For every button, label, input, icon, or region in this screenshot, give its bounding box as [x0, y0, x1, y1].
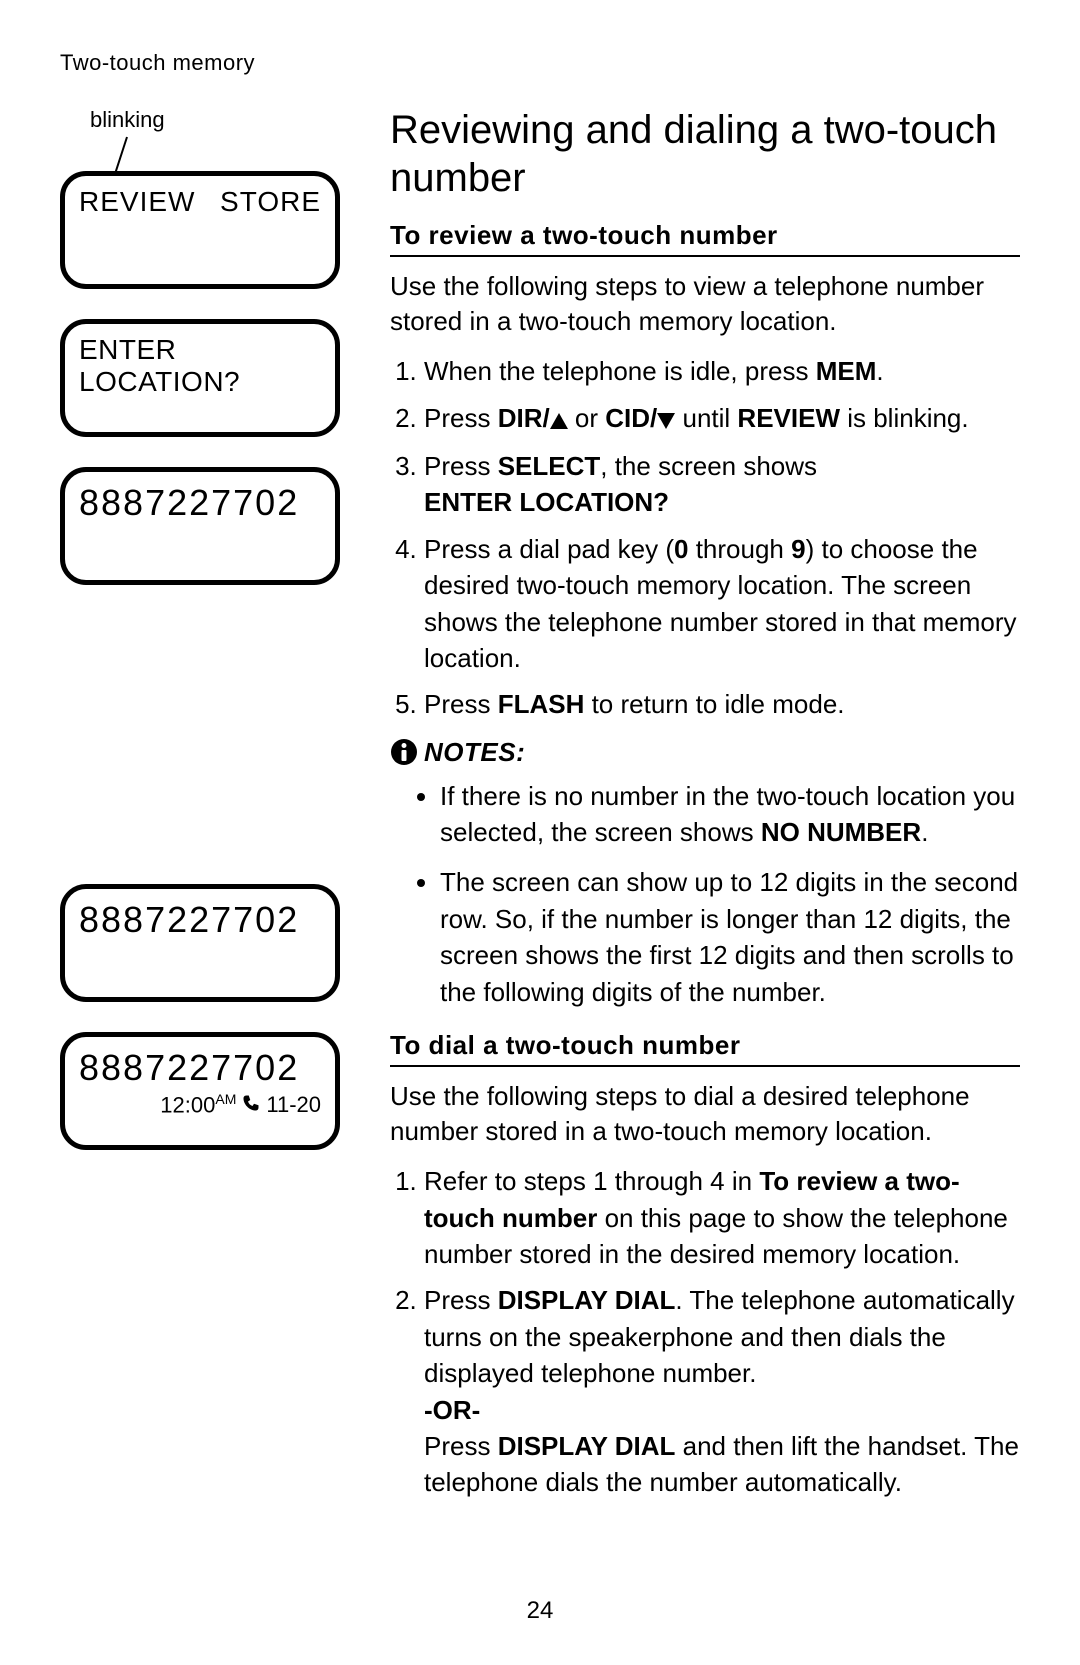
lcd-number-1: 8887227702 — [60, 467, 340, 585]
s1-step-3: Press SELECT, the screen shows ENTER LOC… — [424, 448, 1020, 521]
lcd-store-text: STORE — [220, 186, 321, 218]
lcd-review-text: REVIEW — [79, 186, 195, 218]
s1-step-1: When the telephone is idle, press MEM. — [424, 353, 1020, 389]
section1-heading: To review a two-touch number — [390, 220, 1020, 257]
lcd-number-with-time: 8887227702 12:00AM 11-20 — [60, 1032, 340, 1150]
section2-heading: To dial a two-touch number — [390, 1030, 1020, 1067]
blinking-annotation: blinking REVIEW STORE — [60, 171, 360, 289]
lcd-review-store: REVIEW STORE — [60, 171, 340, 289]
s1-step-5: Press FLASH to return to idle mode. — [424, 686, 1020, 722]
lcd-number-3-text: 8887227702 — [79, 1047, 321, 1089]
note-2: The screen can show up to 12 digits in t… — [440, 864, 1020, 1010]
s1-step-4: Press a dial pad key (0 through 9) to ch… — [424, 531, 1020, 677]
section2-intro: Use the following steps to dial a desire… — [390, 1079, 1020, 1149]
left-column: blinking REVIEW STORE ENTER LOCATION? 88… — [60, 106, 360, 1515]
info-icon — [390, 738, 418, 766]
lcd-status-row: 12:00AM 11-20 — [79, 1091, 321, 1118]
blinking-label: blinking — [90, 107, 165, 133]
lcd-number-2: 8887227702 — [60, 884, 340, 1002]
two-column-layout: blinking REVIEW STORE ENTER LOCATION? 88… — [60, 106, 1020, 1515]
lcd-am: AM — [215, 1091, 236, 1107]
triangle-up-icon — [550, 402, 568, 438]
notes-label: NOTES: — [424, 737, 525, 768]
section1-intro: Use the following steps to view a teleph… — [390, 269, 1020, 339]
lcd-enter-location: ENTER LOCATION? — [60, 319, 340, 437]
section1-steps: When the telephone is idle, press MEM. P… — [390, 353, 1020, 723]
s2-step-2: Press DISPLAY DIAL. The telephone automa… — [424, 1282, 1020, 1500]
lcd-number-2-text: 8887227702 — [79, 899, 321, 941]
section2-steps: Refer to steps 1 through 4 in To review … — [390, 1163, 1020, 1501]
page-number: 24 — [0, 1597, 1080, 1625]
triangle-down-icon — [657, 402, 675, 438]
notes-list: If there is no number in the two-touch l… — [390, 778, 1020, 1010]
lcd-date: 11-20 — [266, 1092, 321, 1118]
breadcrumb: Two-touch memory — [60, 50, 1020, 76]
right-column: Reviewing and dialing a two-touch number… — [390, 106, 1020, 1515]
note-1: If there is no number in the two-touch l… — [440, 778, 1020, 851]
notes-heading: NOTES: — [390, 737, 1020, 768]
page-title: Reviewing and dialing a two-touch number — [390, 106, 1020, 202]
annotation-line — [114, 137, 128, 174]
s2-step-1: Refer to steps 1 through 4 in To review … — [424, 1163, 1020, 1272]
manual-page: Two-touch memory blinking REVIEW STORE E… — [0, 0, 1080, 1665]
s1-step-2: Press DIR/ or CID/ until REVIEW is blink… — [424, 400, 1020, 438]
lcd-enter-text: ENTER LOCATION? — [79, 334, 321, 398]
handset-icon — [242, 1092, 260, 1118]
vertical-spacer — [60, 615, 360, 884]
lcd-time: 12:00 — [160, 1092, 215, 1117]
lcd-number-1-text: 8887227702 — [79, 482, 321, 524]
